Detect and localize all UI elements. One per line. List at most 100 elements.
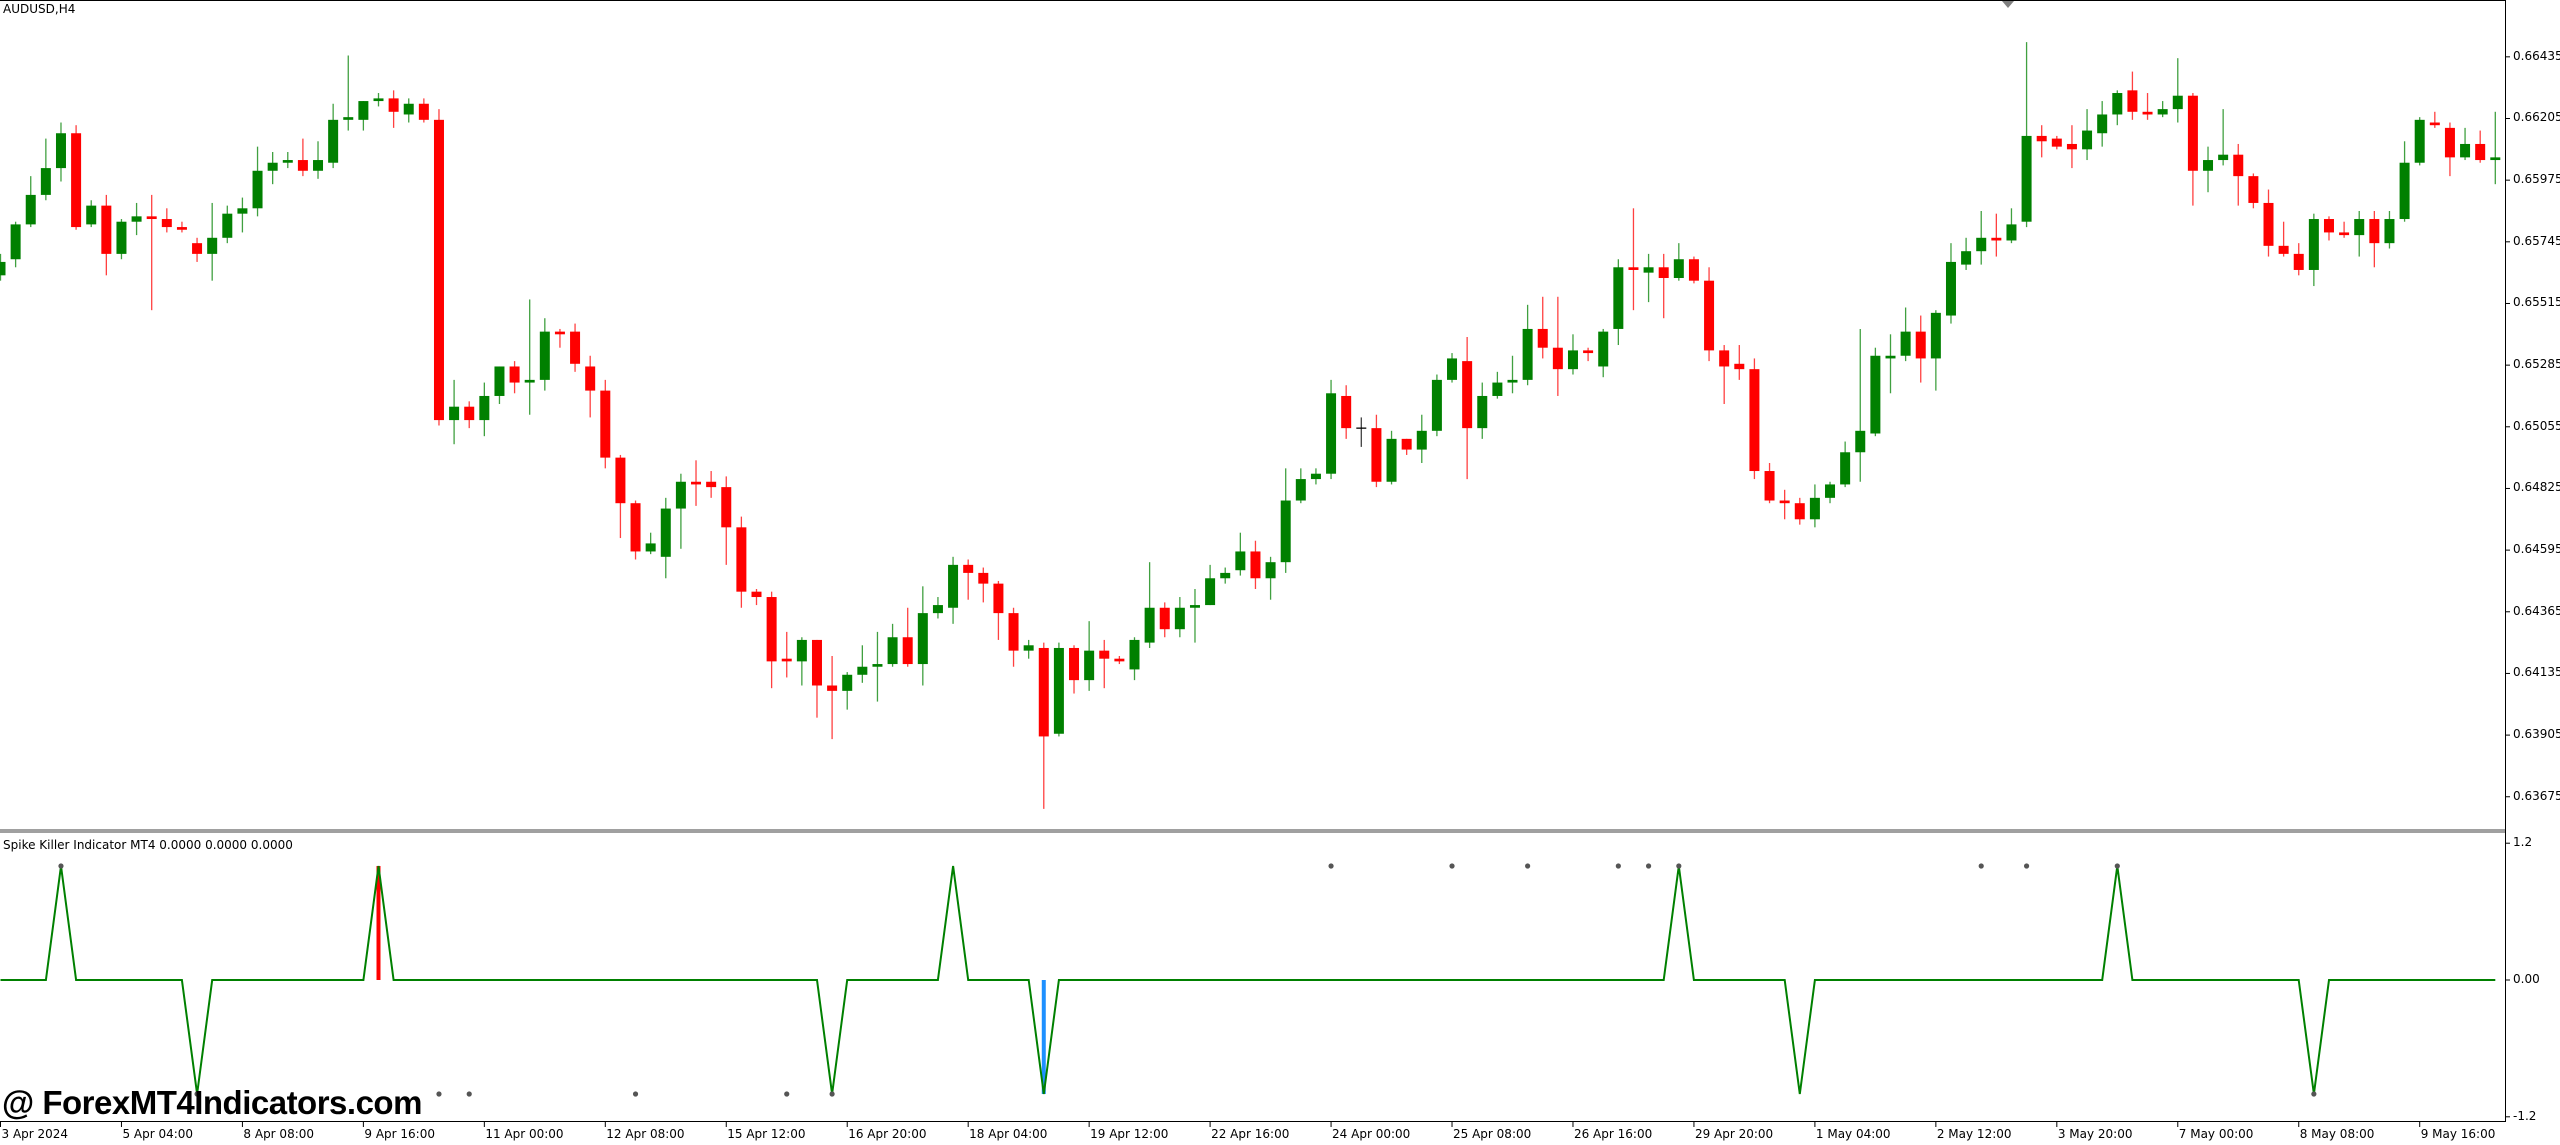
candle-body [2097,114,2108,134]
candle [2172,58,2183,123]
candle [2354,210,2365,257]
candle-body [1583,350,1594,354]
candle-body [721,487,732,528]
candle [0,253,6,281]
watermark-logo: @ ForexMT4Indicators.com [2,1084,422,1121]
price-tick-label: 0.64825 [2513,480,2560,495]
candle [418,98,429,123]
signal-dot-top [1645,863,1652,869]
signal-dot-bottom [2311,1091,2317,1097]
candle [1598,328,1609,378]
candle-body [1825,484,1836,498]
candle-body [1326,393,1337,474]
candle-body [1794,503,1805,520]
candle-body [751,591,762,598]
candle-body [1416,430,1427,450]
candle-body [539,331,550,380]
candle-body [176,227,187,230]
candle [328,103,339,169]
candle [1658,253,1669,319]
candle [1341,385,1352,439]
candle-body [1976,237,1987,252]
candle [872,631,883,702]
signal-dot-top [1615,863,1621,869]
candle-body [1447,358,1458,380]
candle [222,205,233,244]
candle [1704,267,1715,362]
candle [1567,334,1578,375]
candle-body [2036,135,2047,142]
time-tick-label: 24 Apr 00:00 [1332,1127,1411,1141]
candle-body [1129,639,1140,670]
candle-body [2354,219,2365,236]
candle [675,473,686,549]
signal-dot-bottom [784,1091,790,1097]
candle-body [1930,312,1941,359]
candle [1023,639,1034,659]
candle-body [660,508,671,557]
candle [1477,382,1488,439]
candle [1643,253,1654,303]
indicator-layer [0,863,2496,1097]
candle [1386,430,1397,485]
price-tick-label: 0.66205 [2513,110,2560,125]
candle [1915,315,1926,383]
candle [1991,213,2002,257]
chart-shift-marker-icon[interactable] [2002,1,2014,8]
pane-separator[interactable] [0,829,2506,833]
candle [1583,347,1594,362]
candle-body [1371,428,1382,482]
candle-body [1265,562,1276,579]
candle-body [1144,607,1155,643]
candle [2187,93,2198,206]
candle [1794,497,1805,525]
candle [2127,71,2138,120]
candle [706,471,717,498]
candle-body [25,194,36,225]
candle-body [1900,331,1911,356]
candle-body [1749,369,1760,472]
candle-body [2021,135,2032,222]
candle-body [1341,395,1352,429]
candle-body [1855,430,1866,453]
candle [842,672,853,710]
candle [1431,374,1442,437]
candle [2339,221,2350,238]
candle [1099,639,1110,689]
axes-layer [0,56,2510,1127]
candle [1189,588,1200,643]
candle [207,202,218,281]
time-tick-label: 11 Apr 00:00 [485,1127,564,1141]
candle-body [1492,382,1503,396]
candle [2293,243,2304,276]
candle [494,366,505,405]
candle [449,379,460,445]
candle [343,55,354,131]
candle-body [827,685,838,691]
signal-dot-bottom [829,1091,835,1097]
signal-dot-top [2114,863,2120,869]
candle-body [993,583,1004,614]
candle [2082,109,2093,161]
candle [993,580,1004,640]
candle-body [2399,162,2410,220]
candle-body [2142,111,2153,115]
signal-dot-top [1676,863,1682,869]
candle [479,382,490,437]
candle [297,138,308,177]
candle-body [963,564,974,573]
candle [403,98,414,123]
signal-dot-bottom [632,1091,639,1097]
candle [1326,379,1337,480]
candle [25,176,36,228]
candle-body [222,213,233,238]
candle-body [2127,90,2138,112]
candle-body [2293,253,2304,270]
candle [1673,243,1684,281]
time-tick-label: 5 Apr 04:00 [122,1127,194,1141]
candle [116,219,127,260]
signal-dot-top [1449,863,1455,869]
candle-body [1567,350,1578,370]
candle-body [1431,379,1442,431]
